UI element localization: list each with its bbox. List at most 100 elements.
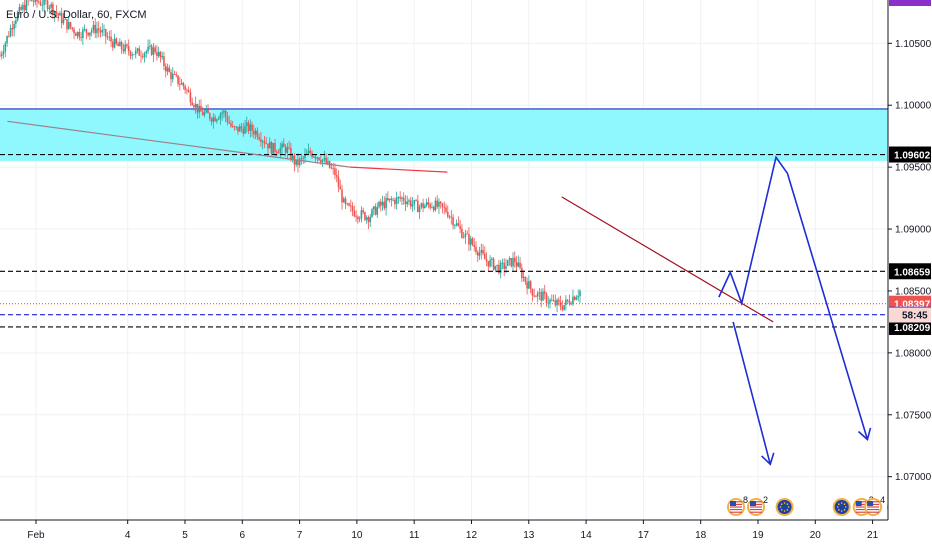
x-tick-label: 6 <box>239 530 245 541</box>
red-trendline[interactable] <box>350 166 448 173</box>
eu-flag-icon[interactable] <box>832 498 851 516</box>
candle <box>489 255 491 268</box>
candle <box>439 200 442 209</box>
candle <box>406 195 409 208</box>
grey-trendline[interactable] <box>7 120 351 168</box>
candle <box>97 21 100 37</box>
svg-text:1.09602: 1.09602 <box>894 151 931 162</box>
candle <box>235 126 238 131</box>
candle <box>210 116 213 126</box>
projection-bearish[interactable] <box>732 321 772 465</box>
candle <box>561 300 564 312</box>
candle <box>157 46 160 59</box>
candle <box>563 304 565 311</box>
candle <box>281 141 283 155</box>
svg-text:1.08659: 1.08659 <box>894 267 931 278</box>
candle <box>540 288 543 308</box>
candle <box>120 40 123 54</box>
candle <box>203 109 206 118</box>
eu-flag-icon[interactable] <box>775 498 794 516</box>
candle <box>401 196 403 205</box>
candle <box>25 0 28 13</box>
candle <box>230 120 232 128</box>
candle <box>96 21 98 39</box>
us-flag-icon[interactable]: 4 <box>864 495 885 516</box>
candle <box>22 2 24 13</box>
candle <box>404 195 407 211</box>
candle <box>480 243 483 260</box>
candle <box>55 5 58 18</box>
candle <box>415 198 417 202</box>
candle <box>73 26 75 40</box>
candle <box>573 295 576 301</box>
candle <box>492 257 495 271</box>
projections[interactable] <box>718 155 872 466</box>
candle <box>164 63 167 78</box>
candle <box>166 63 169 76</box>
candle <box>446 205 449 219</box>
candle <box>20 4 22 11</box>
candle <box>559 295 562 311</box>
candle <box>450 209 453 225</box>
candle <box>36 0 38 8</box>
candle <box>122 43 125 54</box>
candle <box>434 197 437 212</box>
candle <box>461 224 463 239</box>
candle <box>422 198 424 213</box>
candle <box>0 51 1 57</box>
candle <box>517 255 520 268</box>
projection-bullish[interactable] <box>718 155 869 440</box>
candle <box>491 256 493 267</box>
candle <box>341 184 343 210</box>
candle <box>519 257 521 270</box>
candle <box>524 276 527 285</box>
candle <box>161 51 163 60</box>
candle <box>487 261 490 271</box>
trendlines[interactable] <box>7 120 774 323</box>
candle <box>253 124 255 139</box>
candle <box>30 0 33 2</box>
candle <box>32 0 35 7</box>
candle <box>193 103 195 111</box>
y-tick-label: 1.09500 <box>895 163 932 174</box>
candle <box>298 157 301 168</box>
candle <box>131 51 134 60</box>
candle <box>369 213 372 227</box>
candle <box>348 202 350 207</box>
candle <box>260 131 262 147</box>
candle <box>140 50 142 63</box>
candle <box>179 76 181 91</box>
candle <box>251 121 253 137</box>
candle <box>52 1 54 19</box>
candle <box>27 0 30 6</box>
time-axis[interactable] <box>0 520 932 550</box>
candle <box>41 0 44 12</box>
candle <box>372 205 375 216</box>
candle <box>145 49 148 58</box>
candle <box>149 39 151 50</box>
falling-trendline[interactable] <box>561 196 774 323</box>
candle <box>388 198 391 203</box>
resistance-zone[interactable] <box>0 108 888 161</box>
us-flag-icon[interactable]: 2 <box>747 495 768 516</box>
candle <box>261 139 264 150</box>
candle <box>466 230 468 235</box>
candle <box>513 251 516 268</box>
y-tick-label: 1.08000 <box>895 348 932 359</box>
candle <box>242 122 245 137</box>
candle <box>39 0 42 7</box>
candle <box>431 202 433 209</box>
candle <box>205 105 208 114</box>
candle <box>549 298 551 309</box>
us-flag-icon[interactable]: 8 <box>727 495 748 516</box>
candle <box>392 197 394 202</box>
candle <box>201 106 204 116</box>
candle <box>198 99 201 119</box>
candle <box>87 32 89 37</box>
event-count: 8 <box>743 495 748 505</box>
candle <box>529 280 532 294</box>
candle <box>112 38 114 52</box>
candle <box>552 294 555 302</box>
